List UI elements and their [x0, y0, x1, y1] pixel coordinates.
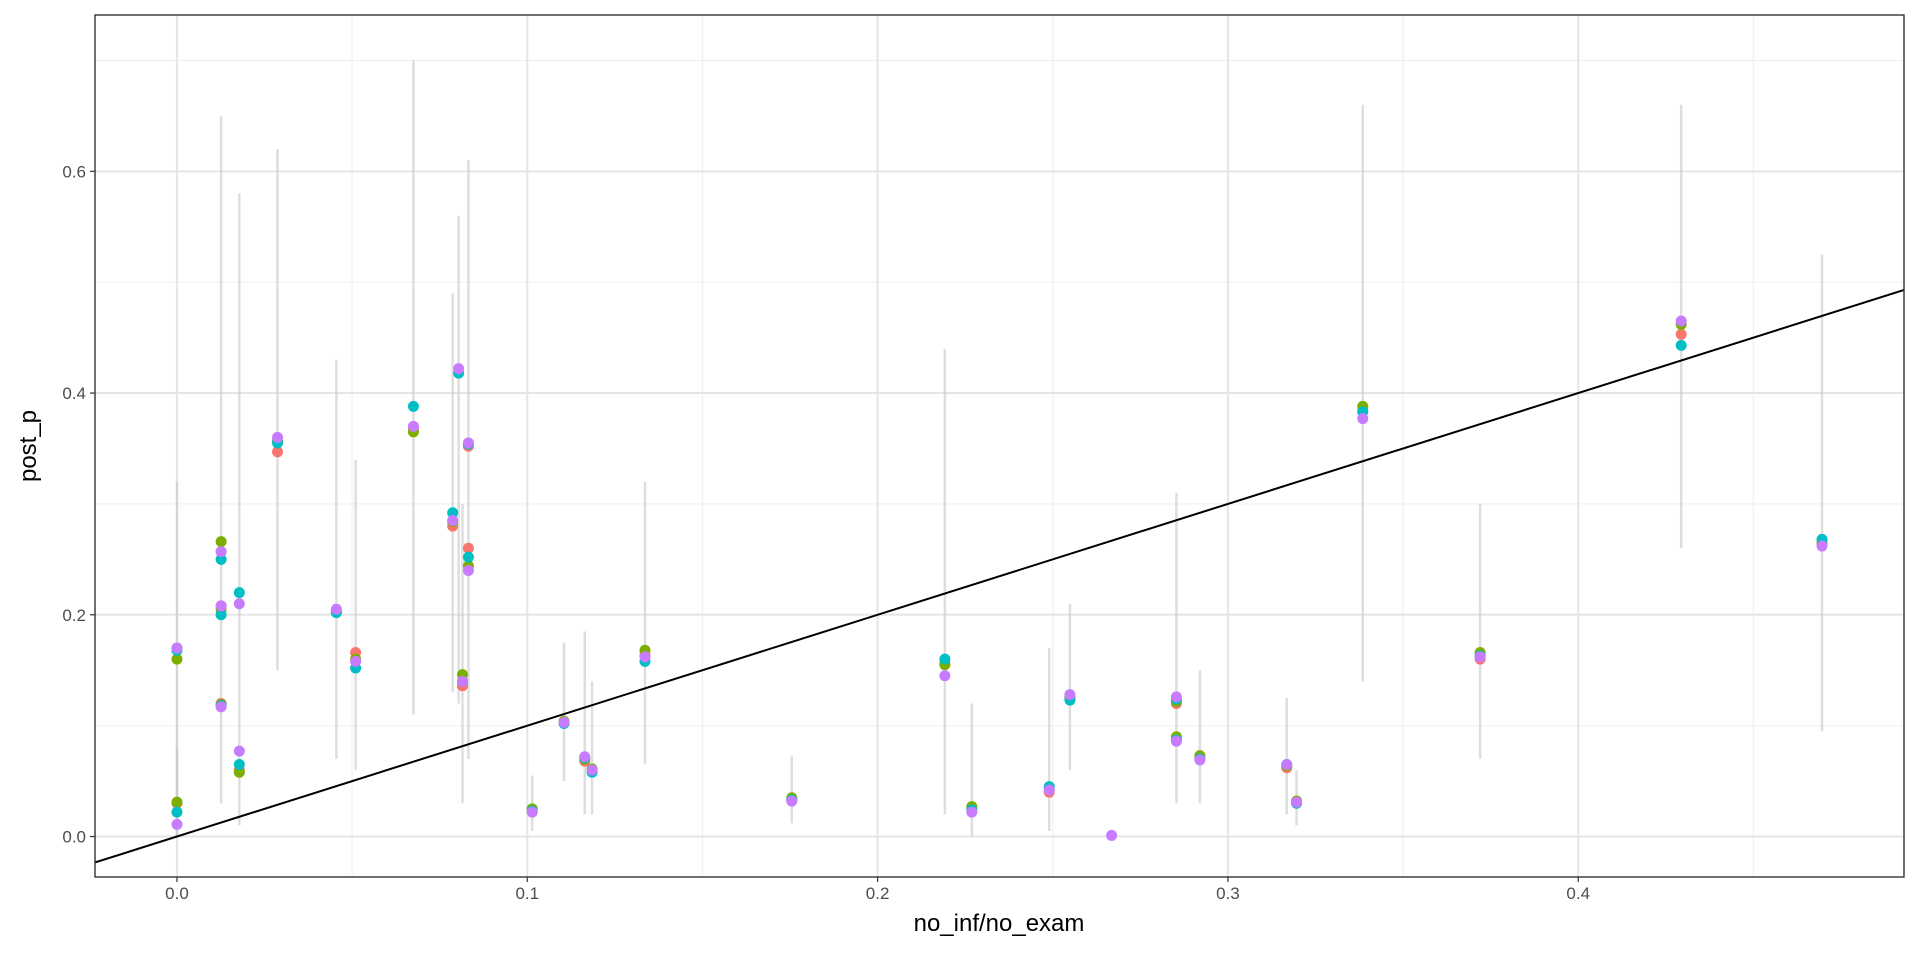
point	[233, 598, 245, 610]
x-tick-label: 0.4	[1566, 884, 1590, 903]
point	[233, 758, 245, 770]
point	[453, 363, 465, 375]
point	[1194, 754, 1206, 766]
point	[939, 653, 951, 665]
x-tick-label: 0.1	[515, 884, 539, 903]
point	[407, 420, 419, 432]
point	[462, 551, 474, 563]
point	[215, 546, 227, 558]
point	[171, 642, 183, 654]
point	[939, 670, 951, 682]
y-tick-label: 0.4	[62, 384, 86, 403]
point	[966, 806, 978, 818]
point	[272, 431, 284, 443]
point	[407, 400, 419, 412]
point	[1043, 784, 1055, 796]
point	[456, 675, 468, 687]
point	[215, 701, 227, 713]
x-tick-label: 0.3	[1216, 884, 1240, 903]
point	[462, 542, 474, 554]
point	[1474, 651, 1486, 663]
point	[1675, 328, 1687, 340]
point	[1064, 689, 1076, 701]
point	[447, 507, 459, 519]
point	[1170, 691, 1182, 703]
y-tick-label: 0.2	[62, 606, 86, 625]
point	[462, 564, 474, 576]
point	[1816, 540, 1828, 552]
point	[233, 587, 245, 599]
point	[526, 806, 538, 818]
point	[586, 764, 598, 776]
point	[447, 515, 459, 527]
point	[462, 437, 474, 449]
point	[171, 653, 183, 665]
point	[579, 751, 591, 763]
x-axis-title: no_inf/no_exam	[914, 910, 1085, 937]
plot-border	[94, 14, 1905, 878]
point	[1291, 796, 1303, 808]
point	[1281, 758, 1293, 770]
point	[171, 796, 183, 808]
y-tick-label: 0.0	[62, 828, 86, 847]
point	[215, 600, 227, 612]
point	[1675, 315, 1687, 327]
point	[215, 609, 227, 621]
x-tick-label: 0.2	[866, 884, 890, 903]
point	[233, 745, 245, 757]
point	[215, 553, 227, 565]
point	[1357, 413, 1369, 425]
point	[1675, 339, 1687, 351]
point	[233, 766, 245, 778]
point	[1170, 735, 1182, 747]
point	[350, 655, 362, 667]
point	[272, 446, 284, 458]
point	[558, 716, 570, 728]
reference-line	[95, 288, 1904, 864]
point	[171, 806, 183, 818]
plot-area	[95, 60, 1904, 864]
point	[171, 818, 183, 830]
x-tick-label: 0.0	[165, 884, 189, 903]
point	[215, 536, 227, 548]
y-tick-label: 0.6	[62, 162, 86, 181]
point	[1106, 829, 1118, 841]
point	[330, 603, 342, 615]
point	[639, 651, 651, 663]
y-axis-title: post_p	[15, 410, 42, 482]
point	[786, 795, 798, 807]
